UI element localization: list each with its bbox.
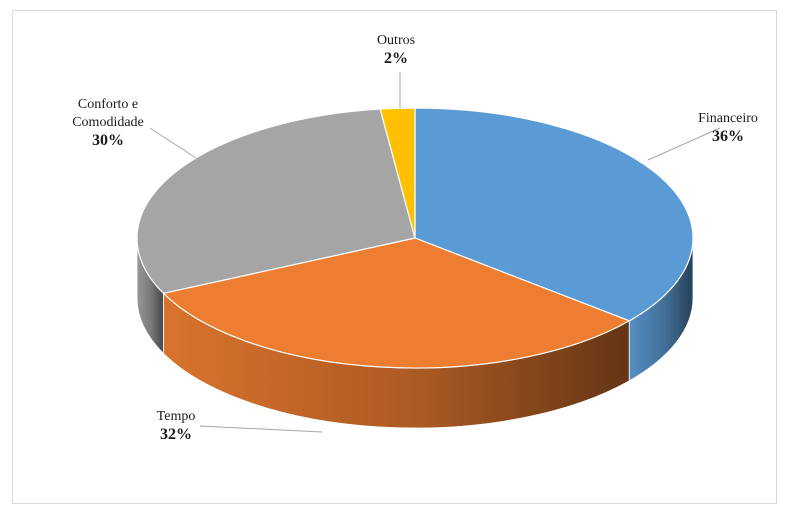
pie-slice-outros <box>379 107 416 239</box>
data-label-outros: Outros 2% <box>377 33 415 67</box>
leader-lines <box>149 72 721 433</box>
label-value-outros: 2% <box>384 50 408 67</box>
data-label-financeiro: Financeiro 36% <box>698 111 758 145</box>
pie-slice-conforto-e-comodidade <box>136 108 416 294</box>
label-name-outros: Outros <box>377 33 415 48</box>
label-name-financeiro: Financeiro <box>698 111 758 126</box>
label-value-conforto-e-comodidade: 30% <box>92 132 124 149</box>
leader-line-financeiro <box>647 127 721 161</box>
pie-slice-financeiro <box>414 107 694 322</box>
leader-line-conforto-e-comodidade <box>149 127 197 159</box>
data-label-tempo: Tempo 32% <box>157 409 196 443</box>
label-name-conforto-e-comodidade-1: Conforto e <box>78 97 138 112</box>
pie-slice-tempo <box>162 237 630 369</box>
leader-line-tempo <box>199 425 323 433</box>
data-label-conforto-e-comodidade: Conforto e Comodidade 30% <box>72 97 144 149</box>
pie-top-layer <box>136 107 694 369</box>
label-value-tempo: 32% <box>160 426 192 443</box>
label-value-financeiro: 36% <box>712 128 744 145</box>
label-name-conforto-e-comodidade-2: Comodidade <box>72 115 144 130</box>
data-labels: Financeiro 36% Tempo 32% Conforto e Comodidad… <box>72 33 758 443</box>
label-name-tempo: Tempo <box>157 409 196 424</box>
